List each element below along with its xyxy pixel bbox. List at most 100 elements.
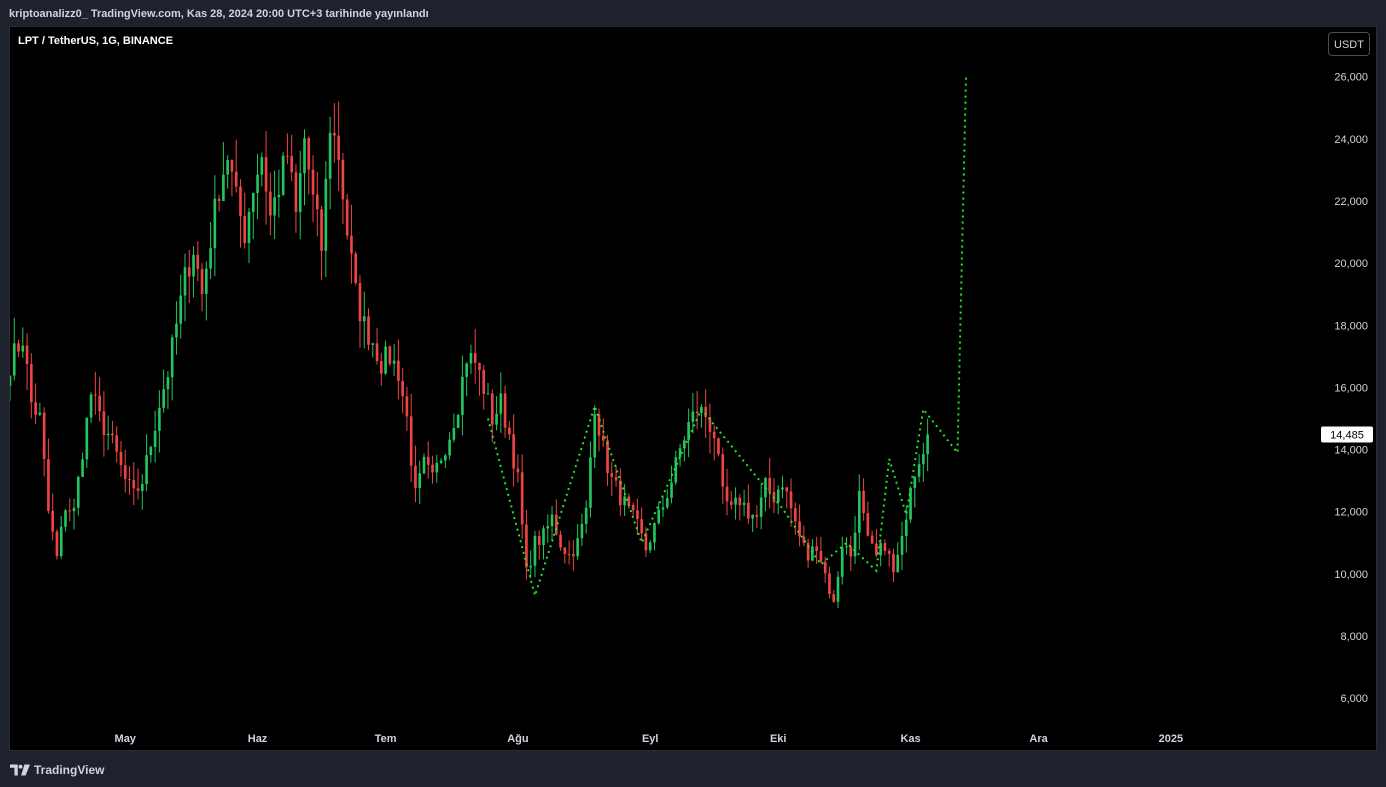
candle bbox=[499, 372, 503, 433]
candle bbox=[42, 407, 46, 477]
candle bbox=[712, 425, 716, 461]
candle bbox=[559, 530, 562, 551]
candle-body bbox=[614, 476, 618, 481]
candle-body bbox=[153, 430, 157, 448]
candle-body bbox=[465, 363, 468, 377]
candle-body bbox=[490, 393, 494, 425]
candle bbox=[10, 375, 12, 401]
candle-body bbox=[678, 448, 682, 458]
candle bbox=[503, 385, 507, 439]
candle-body bbox=[162, 389, 165, 408]
candle bbox=[853, 516, 857, 564]
candle bbox=[47, 438, 50, 514]
candle-body bbox=[303, 138, 306, 174]
candle-body bbox=[512, 434, 515, 469]
candle bbox=[840, 536, 844, 585]
candle-body bbox=[25, 345, 29, 365]
candle bbox=[597, 408, 601, 452]
candle-body bbox=[781, 487, 784, 490]
candle bbox=[311, 155, 315, 222]
candle bbox=[836, 571, 840, 608]
candle-body bbox=[473, 353, 477, 363]
candle bbox=[21, 327, 25, 358]
candle-body bbox=[222, 174, 225, 202]
candle-body bbox=[580, 523, 584, 539]
candle-body bbox=[858, 490, 861, 533]
candle bbox=[320, 205, 323, 281]
candle-body bbox=[47, 459, 50, 511]
candle-body bbox=[734, 497, 737, 505]
candle bbox=[550, 506, 554, 541]
brand-label: TradingView bbox=[34, 763, 105, 777]
candle-body bbox=[251, 193, 255, 212]
candle bbox=[98, 377, 101, 422]
candle bbox=[909, 486, 912, 523]
x-tick-label: Eki bbox=[770, 733, 787, 745]
candle-body bbox=[589, 457, 592, 508]
candle bbox=[700, 404, 703, 428]
candle bbox=[516, 454, 520, 483]
candle bbox=[379, 352, 383, 386]
candle bbox=[153, 410, 157, 463]
candle bbox=[661, 495, 665, 518]
candle-body bbox=[644, 533, 648, 551]
footer-brand[interactable]: TradingView bbox=[10, 760, 104, 780]
candle bbox=[230, 159, 234, 197]
candle bbox=[695, 391, 699, 430]
candle-body bbox=[371, 343, 375, 345]
candle bbox=[461, 355, 464, 436]
candle-body bbox=[926, 434, 929, 455]
candle-body bbox=[30, 364, 33, 403]
candle bbox=[119, 441, 123, 478]
currency-button[interactable]: USDT bbox=[1328, 32, 1370, 56]
candle bbox=[512, 414, 515, 487]
chart-panel[interactable]: 6,000 8,000 10,000 12,000 14,000 16,000 18,000… bbox=[9, 26, 1377, 751]
candle-body bbox=[298, 173, 302, 213]
candle-body bbox=[115, 435, 119, 452]
candle bbox=[593, 405, 597, 469]
candle bbox=[533, 530, 537, 578]
candle-body bbox=[802, 536, 806, 543]
candle bbox=[166, 371, 170, 409]
candle-body bbox=[853, 532, 857, 557]
candle bbox=[371, 342, 375, 358]
candle-body bbox=[610, 473, 614, 477]
candle-body bbox=[64, 510, 67, 527]
candle-body bbox=[358, 283, 362, 322]
candle bbox=[811, 539, 814, 562]
candle bbox=[913, 475, 917, 508]
candle bbox=[631, 502, 635, 517]
candle-body bbox=[554, 514, 558, 535]
candle-body bbox=[738, 497, 742, 506]
candle-body bbox=[640, 519, 643, 534]
candle-body bbox=[426, 456, 430, 465]
candle-body bbox=[123, 465, 127, 480]
y-tick-label: 12,000 bbox=[1334, 507, 1368, 519]
candle bbox=[802, 525, 806, 547]
candle-body bbox=[866, 513, 870, 536]
candle-body bbox=[388, 346, 392, 364]
candle-body bbox=[111, 433, 114, 436]
candle bbox=[618, 468, 622, 517]
y-axis: 6,000 8,000 10,000 12,000 14,000 16,000 18,000… bbox=[1334, 72, 1368, 705]
projection-layer bbox=[487, 76, 967, 600]
candle-body bbox=[213, 198, 217, 249]
candle bbox=[337, 101, 340, 191]
candle bbox=[755, 505, 759, 529]
candle-body bbox=[200, 268, 204, 294]
candle-body bbox=[892, 553, 895, 573]
candle-body bbox=[102, 411, 106, 436]
candle-body bbox=[904, 519, 908, 536]
candle bbox=[567, 540, 571, 565]
candle-body bbox=[367, 316, 370, 345]
candle-body bbox=[311, 169, 315, 195]
candle bbox=[657, 502, 661, 525]
candle bbox=[401, 368, 404, 414]
candle bbox=[51, 493, 55, 541]
candlestick-chart[interactable]: 6,000 8,000 10,000 12,000 14,000 16,000 18,000… bbox=[10, 27, 1376, 750]
candle bbox=[508, 420, 511, 440]
candle bbox=[290, 134, 294, 182]
candle bbox=[456, 413, 460, 429]
candle bbox=[354, 251, 358, 286]
candles-layer bbox=[10, 101, 929, 608]
